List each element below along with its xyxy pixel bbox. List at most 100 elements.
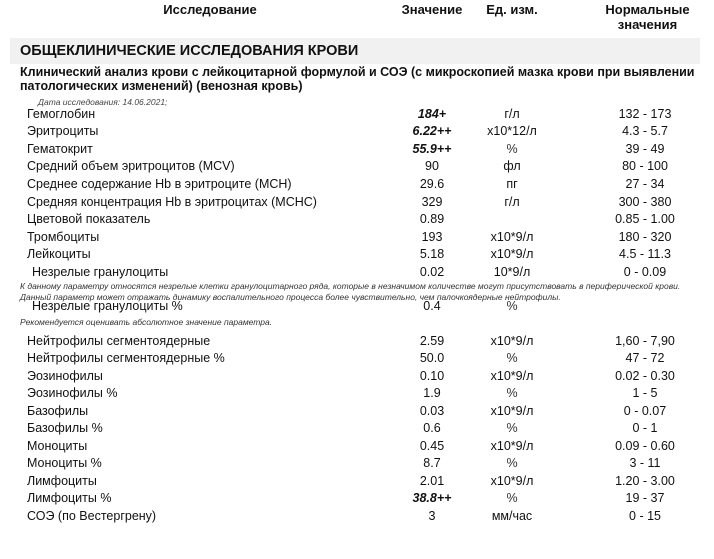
result-unit: мм/час	[491, 509, 533, 523]
result-unit: %	[506, 386, 518, 400]
table-row: Средняя концентрация Hb в эритроцитах (M…	[0, 195, 714, 211]
result-norm: 132 - 173	[618, 107, 672, 121]
result-name: Базофилы	[27, 404, 89, 418]
result-value: 29.6	[419, 177, 445, 191]
result-norm: 300 - 380	[618, 195, 672, 209]
test-title: Клинический анализ крови с лейкоцитарной…	[20, 65, 695, 93]
result-unit: %	[506, 491, 518, 505]
table-row: Эозинофилы % 1.9% 1 - 5	[0, 386, 714, 402]
note-absolute-value: Рекомендуется оценивать абсолютное значе…	[20, 317, 273, 327]
result-name: Цветовой показатель	[27, 212, 151, 226]
result-value: 0.02	[419, 265, 445, 279]
result-unit: пг	[506, 177, 518, 191]
result-name: Лейкоциты	[27, 247, 91, 261]
result-norm: 180 - 320	[618, 230, 672, 244]
result-norm: 80 - 100	[622, 159, 668, 173]
result-unit: x10*9/л	[490, 474, 534, 488]
result-value: 0.03	[419, 404, 445, 418]
result-unit: %	[506, 351, 518, 365]
result-name: Эритроциты	[27, 124, 99, 138]
result-unit: x10*9/л	[490, 230, 534, 244]
result-value: 329	[421, 195, 443, 209]
result-norm: 0 - 1	[632, 421, 658, 435]
result-norm: 19 - 37	[625, 491, 665, 505]
result-value: 0.4	[423, 299, 441, 313]
result-unit: 10*9/л	[493, 265, 531, 279]
table-row: СОЭ (по Вестергрену) 3 мм/час 0 - 15	[0, 509, 714, 525]
result-unit: %	[506, 456, 518, 470]
result-norm: 1.20 - 3.00	[615, 474, 675, 488]
result-unit: x10*12/л	[487, 124, 537, 138]
table-row: Лимфоциты 2.01 x10*9/л 1.20 - 3.00	[0, 474, 714, 490]
result-unit: г/л	[504, 107, 520, 121]
table-row: Незрелые гранулоциты % 0.4%	[0, 299, 714, 315]
result-value: 38.8++	[412, 491, 452, 505]
result-name: Тромбоциты	[27, 230, 100, 244]
result-unit: г/л	[504, 195, 520, 209]
result-name: СОЭ (по Вестергрену)	[27, 509, 157, 523]
result-name: Незрелые гранулоциты	[32, 265, 169, 279]
table-row: Гематокрит 55.9++% 39 - 49	[0, 142, 714, 158]
table-row: Нейтрофилы сегментоядерные 2.59 x10*9/л 1,6…	[0, 334, 714, 350]
result-norm: 0 - 0.09	[623, 265, 667, 279]
result-value: 8.7	[423, 456, 441, 470]
result-value: 55.9++	[412, 142, 452, 156]
note-immature-granulocytes: К данному параметру относятся незрелые к…	[20, 281, 681, 302]
result-value: 50.0	[419, 351, 445, 365]
study-date: Дата исследования: 14.06.2021;	[38, 97, 168, 107]
table-row: Эозинофилы 0.10 x10*9/л 0.02 - 0.30	[0, 369, 714, 385]
result-value: 6.22++	[412, 124, 452, 138]
result-name: Нейтрофилы сегментоядерные	[27, 334, 211, 348]
table-row: Базофилы % 0.6% 0 - 1	[0, 421, 714, 437]
section-title: ОБЩЕКЛИНИЧЕСКИЕ ИССЛЕДОВАНИЯ КРОВИ	[20, 43, 359, 59]
result-name: Лимфоциты %	[27, 491, 112, 505]
result-name: Гематокрит	[27, 142, 93, 156]
table-row: Тромбоциты 193 x10*9/л 180 - 320	[0, 230, 714, 246]
table-row: Незрелые гранулоциты 0.02 10*9/л 0 - 0.09	[0, 265, 714, 281]
result-name: Лимфоциты	[27, 474, 97, 488]
result-norm: 39 - 49	[625, 142, 665, 156]
result-name: Средняя концентрация Hb в эритроцитах (M…	[27, 195, 317, 209]
result-value: 3	[428, 509, 436, 523]
result-norm: 0 - 15	[629, 509, 661, 523]
result-name: Эозинофилы %	[27, 386, 118, 400]
table-row: Нейтрофилы сегментоядерные % 50.0% 47 - 72	[0, 351, 714, 367]
table-row: Базофилы 0.03 x10*9/л 0 - 0.07	[0, 404, 714, 420]
section-band	[10, 38, 700, 64]
result-norm: 0.02 - 0.30	[615, 369, 675, 383]
result-norm: 3 - 11	[629, 456, 661, 470]
result-value: 2.01	[419, 474, 445, 488]
result-unit: x10*9/л	[490, 334, 534, 348]
result-norm: 1 - 5	[632, 386, 658, 400]
result-name: Гемоглобин	[27, 107, 96, 121]
result-norm: 1,60 - 7,90	[615, 334, 675, 348]
result-value: 5.18	[419, 247, 445, 261]
result-value: 0.45	[419, 439, 445, 453]
table-row: Лимфоциты % 38.8++% 19 - 37	[0, 491, 714, 507]
result-unit: x10*9/л	[490, 439, 534, 453]
result-name: Эозинофилы	[27, 369, 103, 383]
result-value: 2.59	[419, 334, 445, 348]
result-value: 0.89	[419, 212, 445, 226]
table-row: Средний объем эритроцитов (MCV) 90 фл 80 - …	[0, 159, 714, 175]
table-row: Лейкоциты 5.18 x10*9/л 4.5 - 11.3	[0, 247, 714, 263]
result-norm: 47 - 72	[625, 351, 665, 365]
result-value: 1.9	[423, 386, 441, 400]
result-norm: 27 - 34	[625, 177, 665, 191]
result-value: 90	[425, 159, 439, 173]
result-unit: x10*9/л	[490, 404, 534, 418]
result-unit: фл	[503, 159, 521, 173]
result-norm: 0.09 - 0.60	[615, 439, 675, 453]
result-norm: 4.3 - 5.7	[622, 124, 668, 138]
table-row: Моноциты 0.45 x10*9/л 0.09 - 0.60	[0, 439, 714, 455]
header-norm: Нормальные значения	[605, 2, 690, 32]
table-row: Гемоглобин 184+ г/л 132 - 173	[0, 107, 714, 123]
result-unit: x10*9/л	[490, 369, 534, 383]
result-name: Нейтрофилы сегментоядерные %	[27, 351, 225, 365]
table-row: Среднее содержание Hb в эритроците (MCH)…	[0, 177, 714, 193]
result-unit: %	[506, 142, 518, 156]
result-unit: %	[506, 421, 518, 435]
result-name: Среднее содержание Hb в эритроците (MCH)	[27, 177, 292, 191]
header-value: Значение	[401, 2, 463, 17]
